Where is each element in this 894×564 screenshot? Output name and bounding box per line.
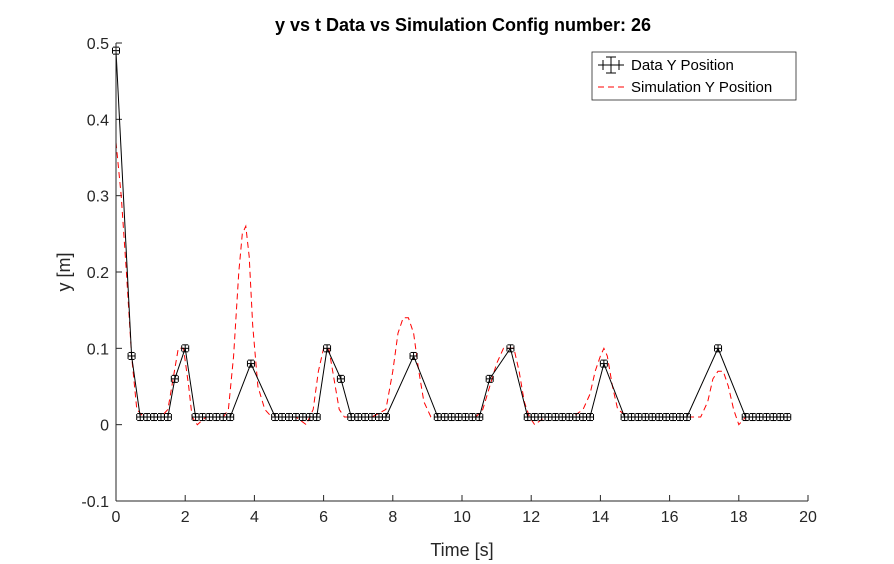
x-axis-title: Time [s]: [430, 540, 493, 560]
y-axis-title: y [m]: [54, 253, 74, 292]
axis-ticks: [115, 42, 809, 502]
data-point: [381, 413, 390, 422]
x-tick-label: 4: [250, 509, 259, 526]
tick-labels: 0 2 4 6 8 10 12 14 16 18 20-0.100.10.20.30.40.5: [81, 36, 817, 526]
x-tick-label: 18: [730, 509, 748, 526]
data-point: [181, 344, 190, 353]
data-point: [506, 344, 515, 353]
data-point: [285, 413, 293, 422]
y-tick-label: 0.2: [87, 265, 109, 282]
data-point: [586, 413, 595, 422]
data-point: [170, 374, 179, 383]
plot-area: [116, 43, 808, 501]
data-point: [475, 413, 484, 422]
data-point: [127, 351, 136, 360]
x-tick-label: 10: [453, 509, 471, 526]
y-tick-label: -0.1: [81, 494, 109, 511]
x-tick-label: 6: [319, 509, 328, 526]
data-point: [783, 413, 792, 422]
y-tick-label: 0: [100, 418, 109, 435]
y-tick-label: 0.1: [87, 341, 109, 358]
data-point: [312, 413, 321, 422]
x-tick-label: 2: [181, 509, 190, 526]
legend[interactable]: Data Y Position Simulation Y Position: [591, 51, 797, 101]
legend-entry-data: Data Y Position: [598, 56, 734, 74]
data-point: [336, 374, 345, 383]
y-tick-label: 0.3: [87, 189, 109, 206]
y-tick-label: 0.5: [87, 36, 109, 53]
data-point: [485, 374, 494, 383]
data-point: [246, 359, 255, 368]
data-point: [641, 413, 650, 422]
x-tick-label: 8: [388, 509, 397, 526]
x-tick-label: 12: [522, 509, 540, 526]
x-tick-label: 0: [112, 509, 121, 526]
x-tick-label: 16: [661, 509, 679, 526]
data-point: [323, 344, 332, 353]
x-tick-label: 20: [799, 509, 817, 526]
data-point: [226, 413, 235, 422]
legend-box: [591, 51, 797, 101]
data-point: [634, 413, 643, 422]
y-tick-label: 0.4: [87, 112, 109, 129]
data-point: [599, 359, 608, 368]
legend-label-data: Data Y Position: [631, 57, 734, 74]
legend-entry-simulation: Simulation Y Position: [598, 79, 772, 96]
data-point: [714, 344, 723, 353]
data-point: [741, 413, 750, 422]
chart-title: y vs t Data vs Simulation Config number:…: [275, 15, 651, 35]
data-point: [163, 413, 172, 422]
x-tick-label: 14: [592, 509, 610, 526]
data-point: [409, 351, 418, 360]
data-point: [682, 413, 691, 422]
legend-label-simulation: Simulation Y Position: [631, 79, 772, 96]
